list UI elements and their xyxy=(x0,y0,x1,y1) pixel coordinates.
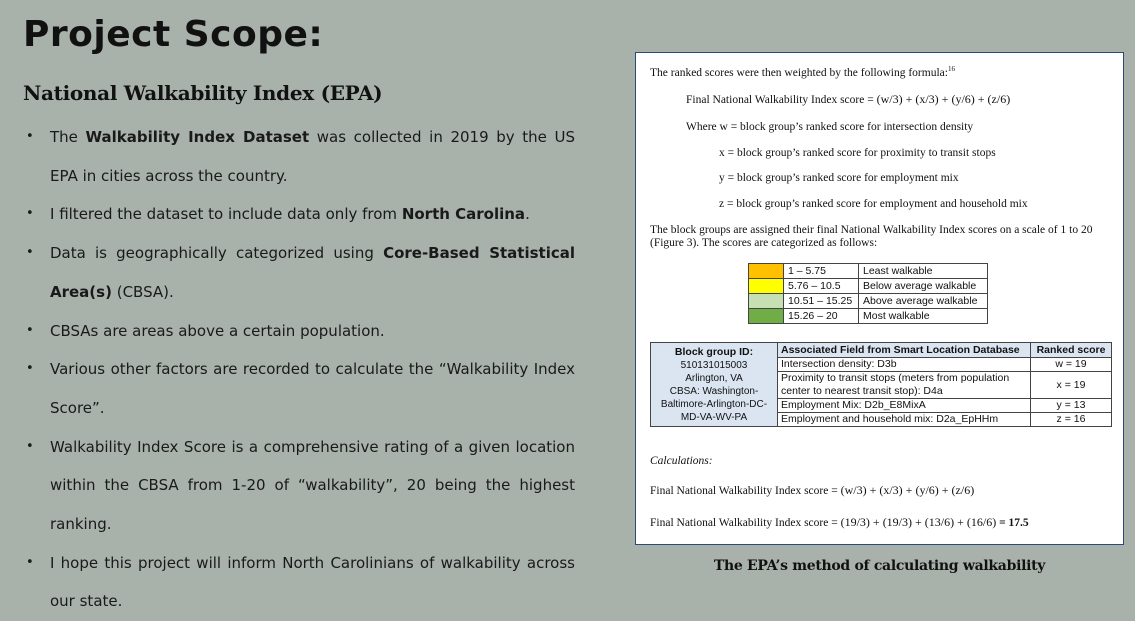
rank-cell: z = 16 xyxy=(1030,412,1112,427)
scale-range: 10.51 – 15.25 xyxy=(783,293,859,309)
where-w: Where w = block group’s ranked score for… xyxy=(686,121,974,133)
table-header-row: Block group ID: 510131015003 Arlington, … xyxy=(650,342,1112,427)
calculations-label: Calculations: xyxy=(650,455,713,467)
scale-label: Most walkable xyxy=(858,308,988,324)
header-field: Associated Field from Smart Location Dat… xyxy=(777,342,1031,358)
block-group-label: Block group ID: xyxy=(674,345,754,358)
table-row: Employment Mix: D2b_E8MixA y = 13 xyxy=(651,398,1112,413)
rank-cell: w = 19 xyxy=(1030,357,1112,372)
bullet-item: I filtered the dataset to include data o… xyxy=(26,195,575,234)
scale-swatch xyxy=(748,308,784,324)
block-group-line: Arlington, VA xyxy=(685,372,743,384)
scale-range: 15.26 – 20 xyxy=(783,308,859,324)
bullet-item: Walkability Index Score is a comprehensi… xyxy=(26,428,575,544)
block-group-line: Baltimore-Arlington-DC- xyxy=(660,398,768,410)
bullet-list: The Walkability Index Dataset was collec… xyxy=(26,118,575,621)
header-rank: Ranked score xyxy=(1030,342,1112,358)
scale-row: 15.26 – 20 Most walkable xyxy=(748,308,988,324)
score-scale-table: 1 – 5.75 Least walkable 5.76 – 10.5 Belo… xyxy=(748,263,988,324)
block-group-line: 510131015003 xyxy=(680,359,748,371)
scale-swatch xyxy=(748,293,784,309)
scale-label: Least walkable xyxy=(858,263,988,279)
formula-intro: The ranked scores were then weighted by … xyxy=(650,65,955,79)
scale-swatch xyxy=(748,278,784,294)
block-group-line: MD-VA-WV-PA xyxy=(680,411,748,423)
where-y: y = block group’s ranked score for emplo… xyxy=(719,172,959,184)
section-heading: National Walkability Index (EPA) xyxy=(23,81,383,105)
where-z: z = block group’s ranked score for emplo… xyxy=(719,198,1028,210)
bullet-item: Data is geographically categorized using… xyxy=(26,234,575,311)
calculation-formula: Final National Walkability Index score =… xyxy=(650,483,975,497)
scale-swatch xyxy=(748,263,784,279)
bullet-item: I hope this project will inform North Ca… xyxy=(26,544,575,621)
final-score: = 17.5 xyxy=(999,517,1029,529)
bullet-item: CBSAs are areas above a certain populati… xyxy=(26,312,575,351)
bullet-item: Various other factors are recorded to ca… xyxy=(26,350,575,427)
rank-cell: x = 19 xyxy=(1030,371,1112,399)
scale-label: Above average walkable xyxy=(858,293,988,309)
field-cell: Employment Mix: D2b_E8MixA xyxy=(777,398,1031,413)
scale-row: 5.76 – 10.5 Below average walkable xyxy=(748,278,988,294)
formula-figure: The ranked scores were then weighted by … xyxy=(635,52,1124,545)
scale-row: 1 – 5.75 Least walkable xyxy=(748,263,988,279)
formula-line: Final National Walkability Index score =… xyxy=(686,92,1011,106)
field-score-table: Block group ID: 510131015003 Arlington, … xyxy=(650,342,1112,427)
figure-caption: The EPA’s method of calculating walkabil… xyxy=(713,558,1046,574)
block-group-cell: Block group ID: 510131015003 Arlington, … xyxy=(650,342,778,427)
assign-text: The block groups are assigned their fina… xyxy=(650,224,1093,236)
field-cell: Intersection density: D3b xyxy=(777,357,1031,372)
rank-cell: y = 13 xyxy=(1030,398,1112,413)
calculation-result-line: Final National Walkability Index score =… xyxy=(650,515,1029,529)
scale-range: 1 – 5.75 xyxy=(783,263,859,279)
scale-row: 10.51 – 15.25 Above average walkable xyxy=(748,293,988,309)
bullet-item: The Walkability Index Dataset was collec… xyxy=(26,118,575,195)
slide-title: Project Scope: xyxy=(23,14,324,55)
scale-label: Below average walkable xyxy=(858,278,988,294)
scale-range: 5.76 – 10.5 xyxy=(783,278,859,294)
assign-text: (Figure 3). The scores are categorized a… xyxy=(650,237,878,249)
table-row: Employment and household mix: D2a_EpHHm … xyxy=(651,412,1112,427)
field-cell: Proximity to transit stops (meters from … xyxy=(777,371,1031,399)
block-group-line: CBSA: Washington- xyxy=(669,385,759,397)
field-cell: Employment and household mix: D2a_EpHHm xyxy=(777,412,1031,427)
where-x: x = block group’s ranked score for proxi… xyxy=(719,147,996,159)
